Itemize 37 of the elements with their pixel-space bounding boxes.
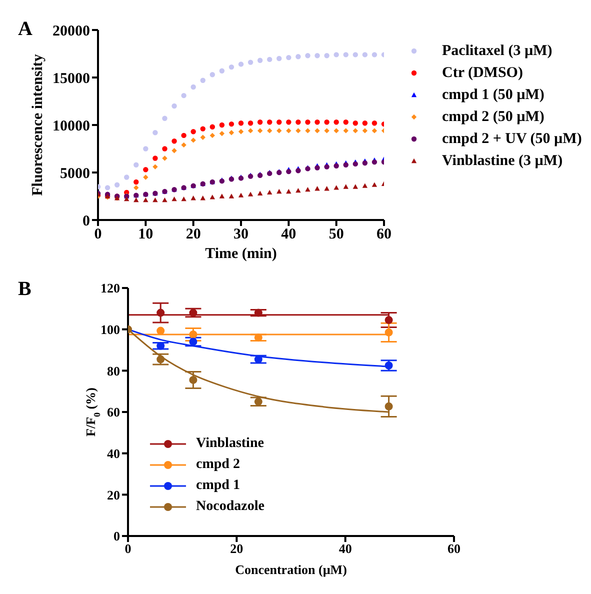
x-tick-label: 20 (186, 226, 201, 243)
y-axis-title: Fluorescence intensity (30, 54, 46, 196)
y-tick-label: 40 (107, 446, 120, 461)
x-tick-label: 40 (338, 541, 352, 556)
y-tick-label: 15000 (52, 70, 90, 87)
y-tick-label: 0 (114, 528, 120, 544)
y-tick-label: 80 (107, 363, 120, 378)
x-tick-label: 10 (138, 226, 154, 243)
x-tick-label: 50 (328, 226, 344, 243)
x-tick-label: 30 (234, 226, 248, 243)
legend-label: cmpd 2 (196, 456, 240, 472)
y-tick-label: 20 (107, 487, 120, 502)
y-tick-label: 120 (100, 280, 120, 296)
legend-label: cmpd 1 (196, 478, 240, 494)
x-tick-label: 40 (281, 226, 296, 243)
y-tick-label: 10000 (52, 118, 90, 134)
y-tick-label: 20000 (52, 23, 90, 40)
legend-label: cmpd 2 + UV (50 µM) (442, 130, 582, 148)
y-tick-label: 100 (100, 322, 120, 337)
y-tick-label: 0 (82, 213, 90, 230)
x-axis-title: Time (min) (205, 246, 277, 262)
legend-label: Vinblastine (3 µM) (442, 152, 563, 170)
text: A (18, 18, 32, 41)
text: B (18, 278, 32, 301)
x-tick-label: 20 (230, 541, 244, 556)
x-tick-label: 0 (124, 541, 132, 556)
legend-label: Ctr (DMSO) (442, 64, 523, 82)
x-axis-title: Concentration (µM) (235, 562, 347, 577)
legend-label: Paclitaxel (3 µM) (442, 42, 552, 60)
x-tick-label: 60 (376, 226, 392, 243)
legend-label: Vinblastine (196, 436, 264, 452)
legend-label: cmpd 2 (50 µM) (442, 108, 544, 126)
y-tick-label: 60 (107, 404, 120, 420)
x-tick-label: 60 (448, 541, 460, 556)
legend-label: Nocodazole (196, 498, 264, 514)
legend-label: cmpd 1 (50 µM) (442, 86, 544, 104)
y-tick-label: 5000 (60, 166, 90, 182)
